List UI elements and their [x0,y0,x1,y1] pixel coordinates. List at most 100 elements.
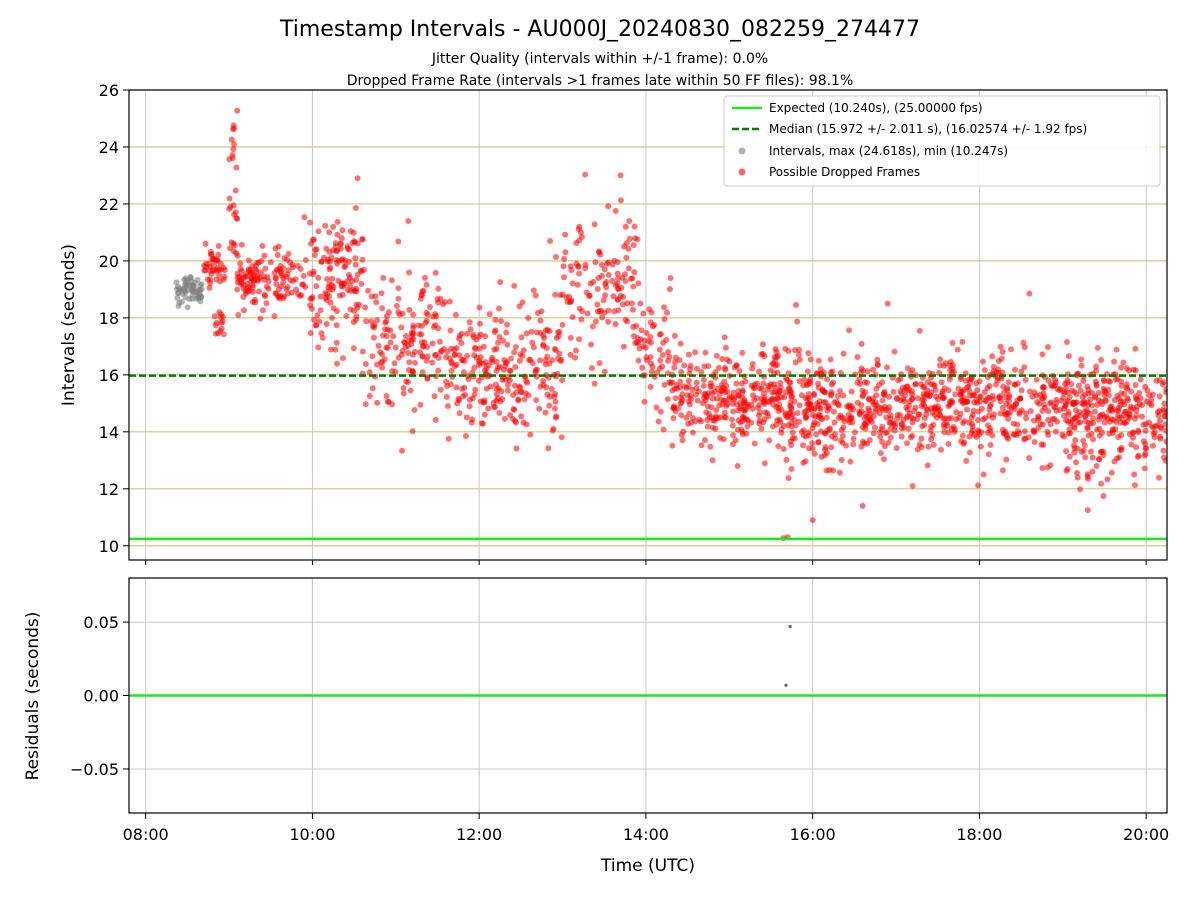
dropped-frame-point [324,276,331,283]
dropped-frame-point [503,329,510,336]
dropped-frame-point [551,405,558,412]
dropped-frame-point [867,416,874,423]
x-tick-label: 20:00 [1123,825,1169,844]
dropped-frame-point [230,146,237,153]
dropped-frame-point [681,362,688,369]
dropped-frame-point [1033,392,1040,399]
dropped-frame-point [671,332,678,339]
dropped-frame-point [596,360,603,367]
dropped-frame-point [898,433,905,440]
dropped-frame-point [741,397,748,404]
dropped-frame-point [796,378,803,385]
dropped-frame-point [858,365,865,372]
dropped-frame-point [345,286,352,293]
dropped-frame-point [342,262,349,269]
dropped-frame-point [1163,438,1167,445]
dropped-frame-point [777,419,784,426]
dropped-frame-point [721,409,728,416]
dropped-frame-point [1031,429,1038,436]
dropped-frame-point [941,423,948,430]
dropped-frame-point [518,389,525,396]
dropped-frame-point [588,365,595,372]
legend-dropped-label: Possible Dropped Frames [769,165,920,179]
dropped-frame-point [598,272,605,279]
dropped-frame-point [369,385,376,392]
dropped-frame-point [733,380,740,387]
dropped-frame-point [1020,339,1027,346]
dropped-frame-point [537,357,544,364]
dropped-frame-point [503,359,510,366]
dropped-frame-point [1079,393,1086,400]
dropped-frame-point [1143,398,1150,405]
interval-point [174,283,181,290]
dropped-frame-point [663,337,670,344]
dropped-frame-point [202,240,209,247]
dropped-frame-point [431,393,438,400]
dropped-frame-point [653,404,660,411]
dropped-frame-point [516,303,523,310]
dropped-frame-point [219,313,226,320]
dropped-frame-point [429,340,436,347]
dropped-frame-point [1126,431,1133,438]
dropped-frame-point [918,435,925,442]
residuals-plot: −0.05 0.00 0.05 08:00 10:00 12:00 14:00 16:00 18… [70,577,1169,844]
dropped-frame-point [485,405,492,412]
dropped-frame-point [206,284,213,291]
dropped-frame-point [683,414,690,421]
dropped-frame-point [1090,419,1097,426]
dropped-frame-point [955,385,962,392]
dropped-frame-point [1048,399,1055,406]
dropped-frame-point [777,379,784,386]
dropped-frame-point [936,362,943,369]
dropped-frame-point [1021,344,1028,351]
dropped-frame-point [928,423,935,430]
dropped-frame-point [780,445,787,452]
dropped-frame-point [751,397,758,404]
dropped-frame-point [749,361,756,368]
dropped-frame-point [388,277,395,284]
dropped-frame-point [630,283,637,290]
interval-point [174,295,181,302]
dropped-frame-point [333,339,340,346]
dropped-frame-point [375,342,382,349]
dropped-frame-point [778,406,785,413]
dropped-frame-point [435,367,442,374]
dropped-frame-point [381,356,388,363]
dropped-frame-point [444,348,451,355]
dropped-frame-point [402,332,409,339]
dropped-frame-point [724,356,731,363]
dropped-frame-point [393,302,400,309]
dropped-frame-point [592,318,599,325]
dropped-frame-point [709,395,716,402]
dropped-frame-point [525,315,532,322]
dropped-frame-point [729,400,736,407]
dropped-frame-point [477,354,484,361]
dropped-frame-point [332,346,339,353]
dropped-frame-point [1084,507,1091,514]
dropped-frame-point [904,440,911,447]
dropped-frame-point [461,358,468,365]
dropped-frame-point [963,406,970,413]
chart-subtitle-jitter: Jitter Quality (intervals within +/-1 fr… [431,51,768,67]
dropped-frame-point [496,409,503,416]
dropped-frame-point [866,396,873,403]
dropped-frame-point [698,369,705,376]
dropped-frame-point [756,418,763,425]
dropped-frame-point [829,368,836,375]
dropped-frame-point [785,475,792,482]
dropped-frame-point [796,402,803,409]
legend-frame [723,95,1161,187]
dropped-frame-point [697,418,704,425]
dropped-frame-point [839,432,846,439]
dropped-frame-point [985,451,992,458]
dropped-frame-point [796,418,803,425]
dropped-frame-point [1066,453,1073,460]
dropped-frame-point [574,281,581,288]
dropped-frame-point [897,412,904,419]
dropped-frame-point [685,420,692,427]
dropped-frame-point [1087,448,1094,455]
dropped-frame-point [827,356,834,363]
dropped-frame-point [990,396,997,403]
dropped-frame-point [395,238,402,245]
dropped-frame-point [345,258,352,265]
